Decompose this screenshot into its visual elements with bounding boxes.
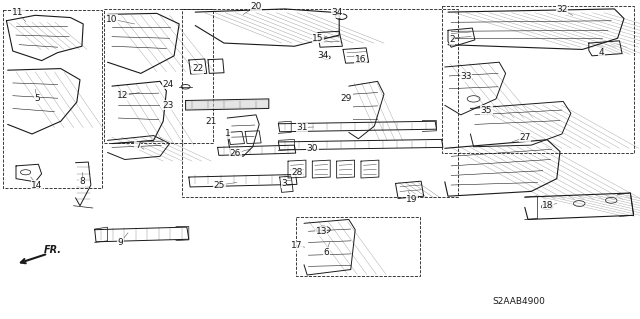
Text: 2: 2 — [449, 35, 454, 44]
Text: 25: 25 — [214, 181, 225, 189]
Text: 18: 18 — [542, 201, 554, 210]
Polygon shape — [186, 100, 269, 109]
Text: 17: 17 — [291, 241, 303, 250]
Text: 4: 4 — [599, 48, 604, 57]
Text: 35: 35 — [481, 106, 492, 115]
Text: 5: 5 — [35, 94, 40, 103]
Text: 34: 34 — [332, 8, 343, 17]
Text: 34: 34 — [317, 51, 329, 60]
Text: 6: 6 — [324, 248, 329, 256]
Text: 8: 8 — [79, 177, 84, 186]
Text: 27: 27 — [519, 133, 531, 142]
Text: 19: 19 — [406, 195, 418, 204]
Text: 7: 7 — [135, 141, 140, 150]
Text: 10: 10 — [106, 15, 118, 24]
Text: 15: 15 — [312, 34, 324, 43]
Text: 11: 11 — [12, 8, 24, 17]
Text: 23: 23 — [163, 101, 174, 110]
Text: 33: 33 — [460, 72, 472, 81]
Text: 9: 9 — [118, 238, 123, 247]
Text: 13: 13 — [316, 227, 327, 236]
Text: S2AAB4900: S2AAB4900 — [492, 297, 545, 306]
Text: 28: 28 — [291, 168, 303, 177]
Text: 16: 16 — [355, 55, 366, 63]
Text: 26: 26 — [230, 149, 241, 158]
Text: 22: 22 — [193, 64, 204, 73]
Text: 14: 14 — [31, 181, 43, 189]
Text: 1: 1 — [225, 130, 230, 138]
Text: 20: 20 — [250, 2, 262, 11]
Text: 3: 3 — [282, 179, 287, 188]
Text: 32: 32 — [556, 5, 568, 14]
Text: 29: 29 — [340, 94, 351, 103]
Text: 31: 31 — [296, 123, 308, 132]
Text: 24: 24 — [163, 80, 174, 89]
Text: 12: 12 — [117, 91, 129, 100]
Text: 21: 21 — [205, 117, 217, 126]
Text: FR.: FR. — [44, 245, 61, 255]
Text: 30: 30 — [307, 144, 318, 153]
